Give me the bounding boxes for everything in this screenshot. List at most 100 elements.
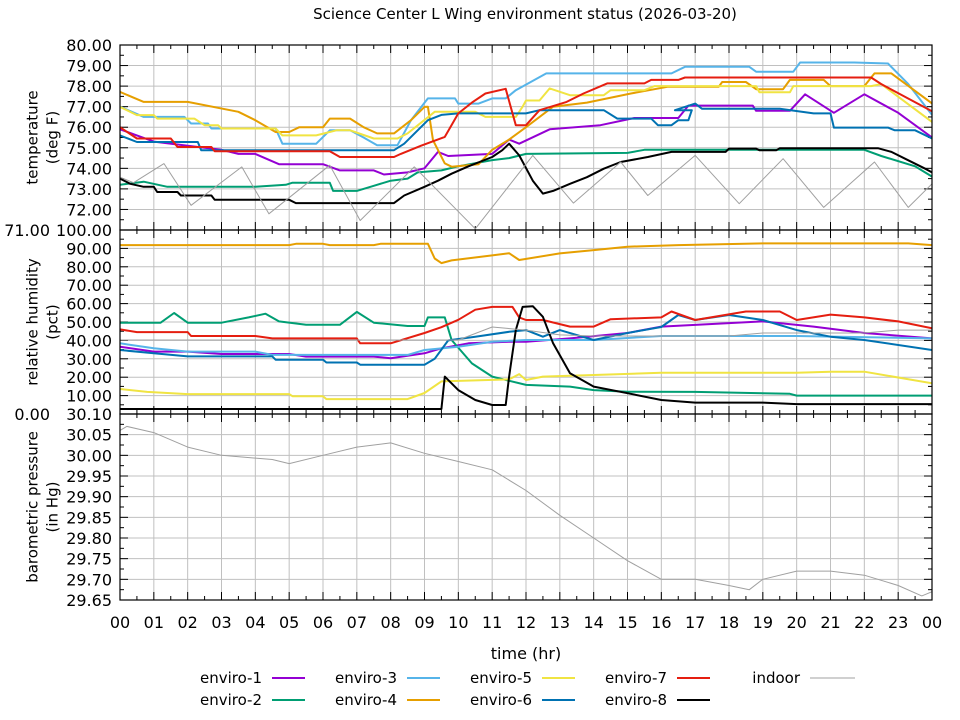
y-tick-label: 71.00 [4, 221, 50, 240]
x-tick-label: 02 [177, 613, 197, 632]
legend-label: enviro-3 [335, 669, 397, 687]
series-line-enviro-1 [120, 320, 932, 360]
legend-item-enviro-5: enviro-5 [470, 669, 575, 687]
legend-label: enviro-6 [470, 691, 532, 709]
series-line-enviro-5 [120, 370, 932, 401]
series-group [120, 425, 932, 597]
y-axis-label: (in Hg) [44, 482, 62, 533]
y-tick-label: 72.00 [66, 200, 112, 219]
x-axis-label: time (hr) [491, 644, 561, 663]
series-line-enviro-6 [120, 102, 932, 152]
y-tick-label: 75.00 [66, 139, 112, 158]
x-tick-label: 01 [144, 613, 164, 632]
series-group [120, 61, 932, 230]
x-tick-label: 20 [786, 613, 806, 632]
y-tick-label: 60.00 [66, 295, 112, 314]
x-tick-label: 07 [347, 613, 367, 632]
x-tick-label: 16 [651, 613, 671, 632]
y-tick-label: 29.70 [66, 570, 112, 589]
legend-label: enviro-2 [200, 691, 262, 709]
legend-label: enviro-7 [605, 669, 667, 687]
plot-frame [119, 413, 933, 601]
y-tick-label: 20.00 [66, 368, 112, 387]
x-tick-label: 04 [245, 613, 265, 632]
series-line-enviro-2 [120, 148, 932, 192]
legend-label: enviro-5 [470, 669, 532, 687]
y-tick-label: 29.95 [66, 467, 112, 486]
y-tick-label: 80.00 [66, 36, 112, 55]
y-tick-label: 70.00 [66, 276, 112, 295]
x-tick-label: 19 [753, 613, 773, 632]
legend-item-enviro-2: enviro-2 [200, 691, 305, 709]
legend-label: enviro-4 [335, 691, 397, 709]
x-tick-label: 15 [617, 613, 637, 632]
legend-label: enviro-8 [605, 691, 667, 709]
y-tick-label: 30.10 [66, 405, 112, 424]
legend-item-enviro-1: enviro-1 [200, 669, 305, 687]
series-line-enviro-1 [120, 93, 932, 176]
x-tick-label: 10 [448, 613, 468, 632]
y-tick-label: 30.05 [66, 426, 112, 445]
panel-2: 0.00 10.0020.0030.0040.0050.0060.0070.008… [14, 221, 933, 424]
legend-item-enviro-8: enviro-8 [605, 691, 710, 709]
y-tick-label: 30.00 [66, 350, 112, 369]
series-line-enviro-8 [120, 305, 932, 410]
legend-label: indoor [752, 669, 801, 687]
x-tick-label: 00 [110, 613, 130, 632]
y-tick-label: 79.00 [66, 57, 112, 76]
y-tick-label: 29.65 [66, 591, 112, 610]
legend-item-enviro-4: enviro-4 [335, 691, 440, 709]
legend-item-enviro-6: enviro-6 [470, 691, 575, 709]
y-tick-label: 10.00 [66, 387, 112, 406]
x-tick-label: 11 [482, 613, 502, 632]
y-tick-label: 73.00 [66, 180, 112, 199]
chart-title: Science Center L Wing environment status… [313, 5, 737, 23]
y-tick-label: 40.00 [66, 331, 112, 350]
series-group [120, 242, 932, 410]
x-tick-label: 21 [820, 613, 840, 632]
y-axis-label: temperature [24, 90, 42, 184]
series-line-indoor [120, 326, 932, 341]
y-tick-label: 76.00 [66, 118, 112, 137]
y-tick-label: 90.00 [66, 239, 112, 258]
x-tick-label: 06 [313, 613, 333, 632]
y-tick-label: 29.90 [66, 488, 112, 507]
y-axis-label: (deg F) [44, 111, 62, 164]
series-line-enviro-6 [120, 314, 932, 366]
x-tick-label: 17 [685, 613, 705, 632]
y-tick-label: 74.00 [66, 159, 112, 178]
x-tick-label: 13 [550, 613, 570, 632]
series-line-enviro-4 [120, 72, 932, 168]
series-line-enviro-3 [120, 335, 932, 356]
y-axis-label: (pct) [44, 304, 62, 339]
legend-item-enviro-7: enviro-7 [605, 669, 710, 687]
series-line-enviro-7 [120, 76, 932, 158]
y-tick-label: 30.00 [66, 446, 112, 465]
legend-label: enviro-1 [200, 669, 262, 687]
x-tick-label: 23 [888, 613, 908, 632]
x-tick-label: 00 [922, 613, 942, 632]
x-tick-label: 12 [516, 613, 536, 632]
y-tick-label: 29.80 [66, 529, 112, 548]
y-axis-label: barometric pressure [24, 431, 42, 583]
y-tick-label: 29.75 [66, 550, 112, 569]
y-tick-label: 80.00 [66, 258, 112, 277]
x-tick-label: 22 [854, 613, 874, 632]
y-axis-label: relative humidity [24, 258, 42, 386]
series-line-enviro-8 [120, 142, 932, 205]
series-line-enviro-4 [120, 242, 932, 265]
y-tick-label: 0.00 [14, 405, 50, 424]
series-line-indoor [120, 425, 932, 597]
legend: enviro-1 enviro-2 enviro-3 enviro-4 enviro-5… [200, 669, 855, 709]
legend-item-indoor: indoor [752, 669, 855, 687]
x-tick-label: 05 [279, 613, 299, 632]
x-tick-label: 18 [719, 613, 739, 632]
x-tick-label: 14 [583, 613, 603, 632]
y-tick-label: 29.85 [66, 508, 112, 527]
series-line-indoor [120, 154, 932, 230]
y-tick-label: 77.00 [66, 98, 112, 117]
legend-item-enviro-3: enviro-3 [335, 669, 440, 687]
